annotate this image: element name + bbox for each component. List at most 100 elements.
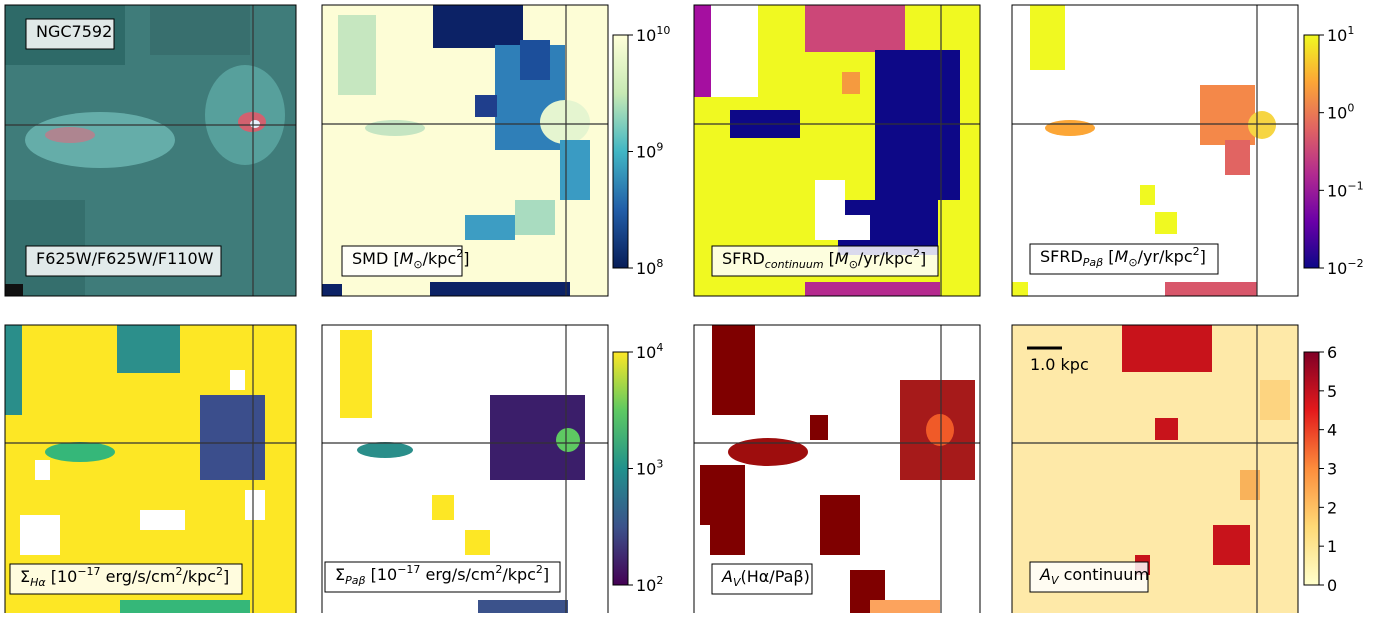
panel-label: NGC7592 xyxy=(36,22,112,41)
colorbar xyxy=(1303,351,1320,586)
label-part: SFRD xyxy=(722,249,765,268)
label-part: SFRD xyxy=(1040,247,1083,266)
label-part: Paβ xyxy=(345,574,365,587)
label-part: ] xyxy=(543,565,549,584)
label-box xyxy=(1029,561,1149,593)
label-part: 1.0 kpc xyxy=(1030,355,1089,374)
label-part: [10 xyxy=(366,565,398,584)
label-part: Hα xyxy=(30,576,46,589)
colorbar-tick-label: 102 xyxy=(636,574,663,595)
tick-base: 10 xyxy=(636,143,656,162)
label-part: continuum xyxy=(765,258,824,271)
label-part: (Hα/Paβ) xyxy=(740,567,809,586)
colorbar-tick-label: 101 xyxy=(1327,24,1354,45)
panel-label: F625W/F625W/F110W xyxy=(36,249,214,268)
label-part: −17 xyxy=(397,563,420,576)
panel-label: SFRDPaβ [M⊙/yr/kpc2] xyxy=(1040,245,1206,269)
tick-exponent: 4 xyxy=(656,341,663,354)
tick-exponent: 2 xyxy=(656,574,663,587)
colorbar-tick-label: 10−1 xyxy=(1327,179,1364,200)
label-part: A xyxy=(721,567,733,586)
label-part: F625W/F625W/F110W xyxy=(36,249,214,268)
label-box xyxy=(1029,243,1219,275)
label-part: 2 xyxy=(536,563,543,576)
colorbar-tick-label: 103 xyxy=(636,458,663,479)
label-part: V xyxy=(1051,574,1060,587)
label-part: 2 xyxy=(495,563,502,576)
tick-exponent: 1 xyxy=(1347,24,1354,37)
label-part: A xyxy=(1039,565,1051,584)
label-part: 2 xyxy=(216,565,223,578)
label-part: 2 xyxy=(175,565,182,578)
colorbar-tick-label: 1 xyxy=(1327,537,1337,556)
label-part: /yr/kpc xyxy=(858,249,913,268)
tick-exponent: −1 xyxy=(1347,179,1363,192)
label-part: [ xyxy=(1103,247,1114,266)
panel-label: ΣPaβ [10−17 erg/s/cm2/kpc2] xyxy=(335,563,549,587)
tick-base: 10 xyxy=(1327,26,1347,45)
colorbar xyxy=(612,34,629,269)
label-part: ] xyxy=(223,567,229,586)
label-part: [10 xyxy=(46,567,78,586)
panel-label: SFRDcontinuum [M⊙/yr/kpc2] xyxy=(722,247,926,271)
label-part: erg/s/cm xyxy=(101,567,176,586)
tick-base: 10 xyxy=(636,26,656,45)
label-box xyxy=(711,563,813,595)
colorbar xyxy=(612,351,629,586)
label-box xyxy=(9,563,243,595)
colorbar-tick-label: 5 xyxy=(1327,382,1337,401)
colorbar-tick-label: 10−2 xyxy=(1327,257,1364,278)
label-part: M xyxy=(1115,247,1129,266)
label-part: continuum xyxy=(1058,565,1149,584)
tick-base: 10 xyxy=(636,343,656,362)
label-part: V xyxy=(733,576,742,589)
label-part: ⊙ xyxy=(413,258,422,271)
label-box xyxy=(324,561,561,593)
label-part: −17 xyxy=(77,565,100,578)
tick-exponent: 9 xyxy=(656,141,663,154)
panel-label: 1.0 kpc xyxy=(1030,355,1089,374)
tick-base: 10 xyxy=(1327,104,1347,123)
label-part: Σ xyxy=(335,565,345,584)
label-part: NGC7592 xyxy=(36,22,112,41)
colorbar-tick-label: 108 xyxy=(636,257,663,278)
label-part: [ xyxy=(824,249,835,268)
colorbar-tick-label: 0 xyxy=(1327,576,1337,595)
label-part: ] xyxy=(1200,247,1206,266)
colorbar-tick-label: 109 xyxy=(636,141,663,162)
tick-exponent: 10 xyxy=(656,24,670,37)
tick-exponent: 3 xyxy=(656,458,663,471)
label-part: Paβ xyxy=(1083,256,1103,269)
tick-exponent: 0 xyxy=(1347,102,1354,115)
colorbar-tick-label: 6 xyxy=(1327,343,1337,362)
tick-exponent: −2 xyxy=(1347,257,1363,270)
panel-label: AV continuum xyxy=(1039,565,1149,587)
label-box xyxy=(711,245,939,277)
label-part: 2 xyxy=(1193,245,1200,258)
colorbar-tick-label: 3 xyxy=(1327,460,1337,479)
tick-exponent: 8 xyxy=(656,257,663,270)
tick-base: 10 xyxy=(1327,259,1347,278)
tick-base: 10 xyxy=(1327,181,1347,200)
tick-base: 10 xyxy=(636,460,656,479)
colorbar-tick-label: 2 xyxy=(1327,498,1337,517)
label-part: SMD [ xyxy=(352,249,400,268)
panel-label: ΣHα [10−17 erg/s/cm2/kpc2] xyxy=(20,565,229,589)
label-part: /kpc xyxy=(502,565,536,584)
label-part: ] xyxy=(920,249,926,268)
label-part: /kpc xyxy=(182,567,216,586)
panel-label: SMD [M⊙/kpc2] xyxy=(352,247,470,271)
tick-base: 10 xyxy=(636,259,656,278)
label-box xyxy=(341,245,463,277)
tick-base: 10 xyxy=(636,576,656,595)
label-part: Σ xyxy=(20,567,30,586)
colorbar-tick-label: 100 xyxy=(1327,102,1354,123)
label-part: /kpc xyxy=(423,249,457,268)
label-part: /yr/kpc xyxy=(1138,247,1193,266)
label-part: erg/s/cm xyxy=(420,565,495,584)
label-box xyxy=(25,245,222,277)
colorbar-tick-label: 104 xyxy=(636,341,663,362)
colorbar xyxy=(1303,34,1320,269)
